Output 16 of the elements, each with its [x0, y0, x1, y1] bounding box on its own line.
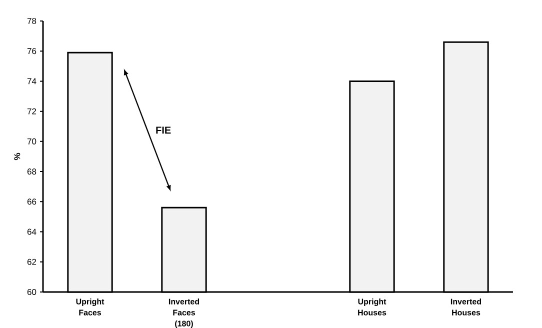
x-tick-label: Inverted Houses	[450, 298, 482, 316]
y-tick-label: 60	[27, 288, 36, 295]
y-tick-label: 78	[27, 18, 36, 24]
y-tick-label: 70	[27, 138, 36, 144]
x-tick-label: Inverted Faces (180)	[168, 298, 200, 328]
y-tick-label: 66	[27, 198, 36, 205]
y-tick-label: 62	[27, 258, 36, 265]
x-tick-label: Upright Houses	[358, 298, 386, 316]
x-tick-label: Upright Faces	[76, 298, 104, 316]
y-tick-label: 64	[27, 228, 36, 235]
y-tick-label: 74	[27, 78, 36, 84]
y-axis-title: %	[14, 152, 20, 160]
annotation: FIE	[156, 126, 171, 134]
y-tick-label: 72	[27, 108, 36, 114]
y-tick-label: 68	[27, 168, 36, 175]
y-tick-label: 76	[27, 48, 36, 54]
